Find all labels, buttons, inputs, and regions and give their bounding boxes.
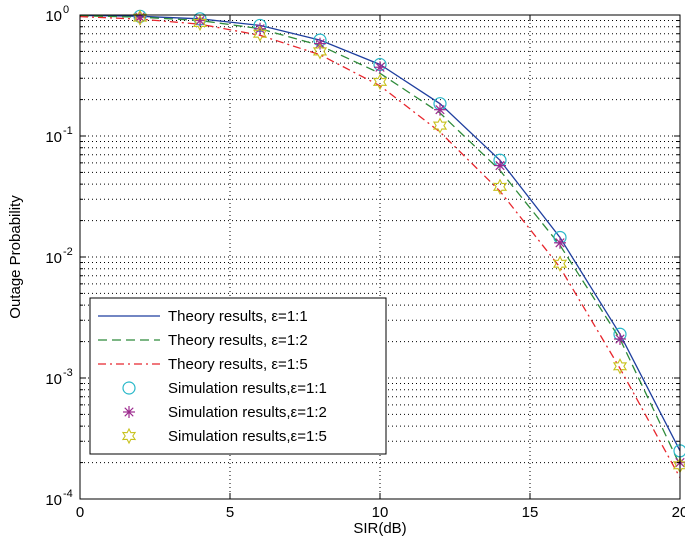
x-tick-label: 20 [672, 504, 685, 521]
asterisk-marker [374, 61, 386, 74]
y-tick-label-exponent: -3 [63, 367, 73, 379]
y-tick-label-exponent: -2 [63, 246, 73, 258]
legend-label: Theory results, ε=1:1 [168, 308, 308, 325]
legend-label: Simulation results,ε=1:1 [168, 380, 327, 397]
hexagram-marker [432, 117, 448, 134]
y-tick-label-exponent: -4 [63, 488, 73, 500]
x-tick-label: 15 [522, 504, 539, 521]
y-tick-label: 10 [45, 250, 62, 267]
hexagram-marker [372, 73, 388, 91]
y-tick-label: 10 [45, 492, 62, 509]
asterisk-stroke [195, 15, 205, 26]
asterisk-stroke [255, 24, 265, 34]
circle-marker [122, 381, 136, 395]
y-tick-label-exponent: 0 [63, 4, 69, 16]
legend-label: Theory results, ε=1:5 [168, 356, 308, 373]
asterisk-marker [614, 333, 626, 346]
legend-label: Simulation results,ε=1:5 [168, 428, 327, 445]
x-tick-label: 5 [226, 504, 234, 521]
asterisk-stroke [124, 407, 134, 417]
hexagram-marker [121, 427, 137, 445]
y-tick-label: 10 [45, 129, 62, 146]
x-tick-label: 0 [76, 504, 84, 521]
legend: Theory results, ε=1:1 Theory results, ε=1… [89, 297, 387, 455]
asterisk-marker [123, 406, 135, 418]
asterisk-stroke [435, 105, 445, 115]
hexagram-marker [132, 9, 148, 26]
legend-label: Theory results, ε=1:2 [168, 332, 308, 349]
hexagram-marker [312, 43, 328, 60]
legend-box [89, 297, 387, 455]
asterisk-stroke [555, 238, 565, 248]
y-tick-label: 10 [45, 371, 62, 388]
y-axis-label: Outage Probability [7, 195, 24, 319]
axis-ticks [79, 14, 681, 500]
series-line [79, 15, 681, 479]
hexagram-marker [492, 178, 508, 195]
asterisk-stroke [375, 62, 385, 72]
y-tick-label: 10 [45, 8, 62, 25]
hexagram-marker [192, 14, 208, 32]
x-tick-label: 10 [372, 504, 389, 521]
asterisk-marker [494, 159, 506, 172]
y-tick-label-exponent: -1 [63, 125, 73, 137]
asterisk-marker [434, 103, 446, 116]
hexagram-marker [252, 25, 268, 42]
asterisk-marker [554, 236, 566, 249]
series-line [79, 15, 681, 466]
hexagram-marker [612, 358, 628, 375]
asterisk-stroke [615, 334, 625, 344]
asterisk-stroke [495, 160, 505, 171]
x-tick-labels: 0 5 10 15 20 [76, 504, 685, 521]
legend-label: Simulation results,ε=1:2 [168, 404, 327, 421]
asterisk-marker [254, 22, 266, 35]
hexagram-marker [552, 255, 568, 272]
x-axis-label: SIR(dB) [353, 520, 406, 537]
